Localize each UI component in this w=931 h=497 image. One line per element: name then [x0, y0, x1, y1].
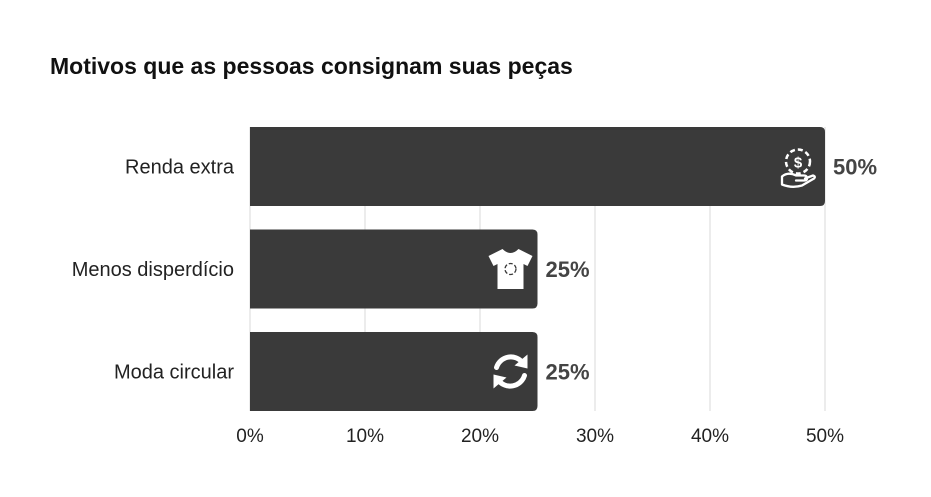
x-tick-label-5: 50% — [806, 426, 844, 447]
refresh-arrows-icon — [493, 354, 528, 389]
category-label-2: Moda circular — [114, 362, 234, 384]
x-tick-label-1: 10% — [346, 426, 384, 447]
value-label-2: 25% — [546, 360, 590, 385]
x-tick-label-4: 40% — [691, 426, 729, 447]
value-label-1: 25% — [546, 257, 590, 282]
bar-0 — [250, 127, 825, 206]
bar-1 — [250, 229, 538, 309]
x-tick-label-3: 30% — [576, 426, 614, 447]
bar-2 — [250, 332, 538, 411]
money-hand-icon: $ — [780, 148, 816, 188]
x-tick-label-2: 20% — [461, 426, 499, 447]
category-label-1: Menos disperdício — [72, 259, 234, 281]
recycle-tshirt-icon — [488, 249, 533, 289]
svg-text:$: $ — [794, 155, 803, 172]
x-axis-ticks: 0% 10% 20% 30% 40% 50% — [236, 426, 844, 447]
x-tick-label-0: 0% — [236, 426, 264, 447]
value-label-0: 50% — [833, 155, 877, 180]
bars: Renda extra 50% $ Menos disperdício 25% Moda … — [72, 127, 877, 411]
chart-title: Motivos que as pessoas consignam suas pe… — [50, 53, 573, 79]
category-label-0: Renda extra — [125, 157, 235, 179]
